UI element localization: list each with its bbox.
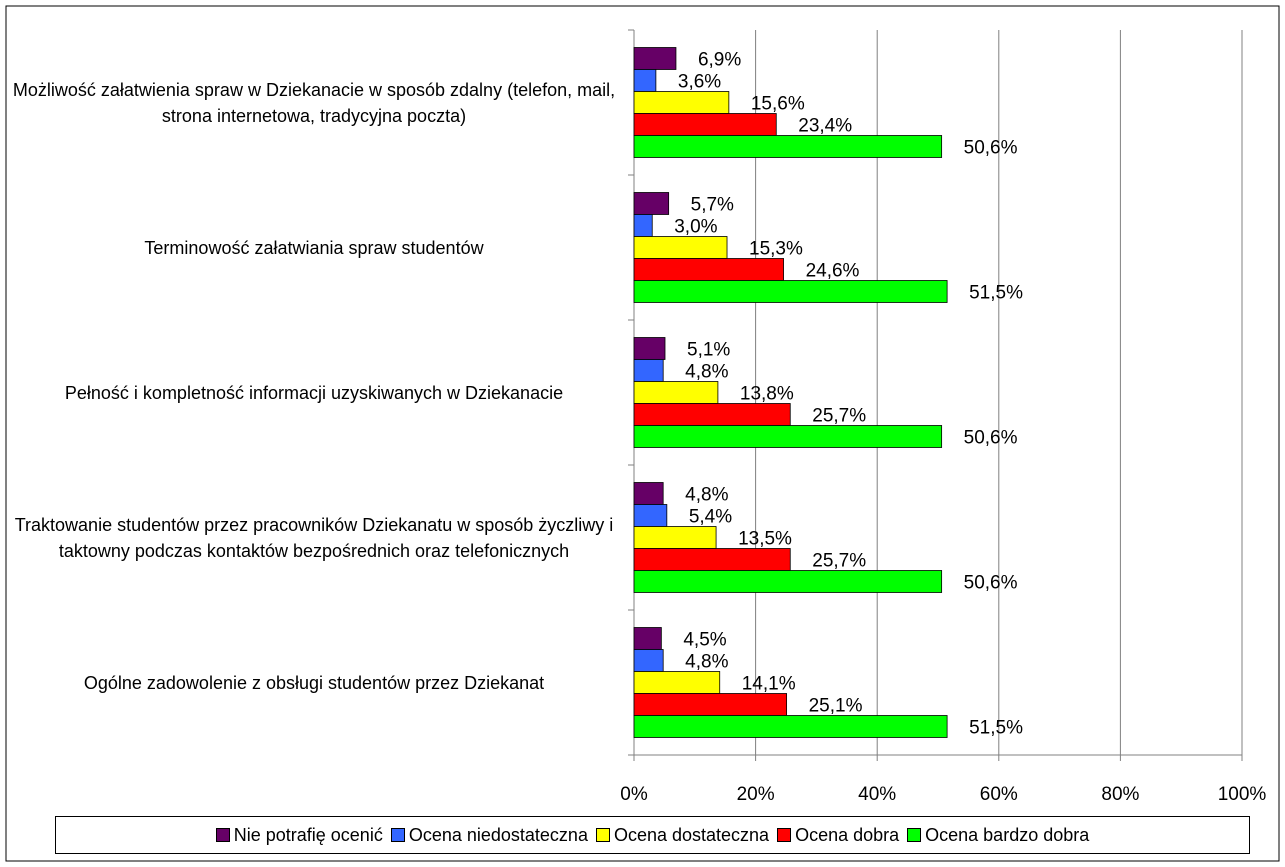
legend-swatch [595,828,610,842]
legend-swatch [907,828,922,842]
bar [633,403,791,426]
legend-item: Ocena bardzo dobra [907,825,1089,846]
data-label: 5,1% [687,340,730,361]
bar [633,359,664,382]
legend-label: Ocena bardzo dobra [925,824,1090,845]
data-label: 25,7% [812,551,866,572]
legend-item: Ocena dobra [777,825,899,846]
bar [633,337,666,360]
data-label: 25,1% [809,696,863,717]
bar [633,693,788,716]
bar [633,91,730,114]
bar [633,214,653,237]
data-label: 6,9% [698,50,741,71]
bar [633,135,943,158]
bar [633,526,717,549]
legend-label: Ocena niedostateczna [408,824,588,845]
data-label: 50,6% [964,573,1018,594]
bar [633,649,664,672]
category-label: Pełność i kompletność informacji uzyskiw… [64,382,564,403]
x-tick-label: 100% [1218,784,1267,805]
data-label: 15,3% [749,239,803,260]
data-label: 50,6% [964,428,1018,449]
bar [633,627,662,650]
legend-item: Nie potrafię ocenić [215,824,383,846]
category-label: Traktowanie studentów przez pracowników … [14,514,614,561]
legend-label: Ocena dobra [795,824,900,845]
bar [633,69,657,92]
bar [633,482,664,505]
bar [633,192,670,215]
bar [633,381,719,404]
bar [633,715,948,738]
data-label: 51,5% [969,283,1023,304]
bar [633,548,791,571]
data-label: 13,5% [738,529,792,550]
data-label: 51,5% [969,718,1023,739]
data-label: 13,8% [740,384,794,405]
data-label: 5,7% [691,195,734,216]
legend-swatch [777,828,792,842]
bar [633,280,948,303]
legend-swatch [390,828,405,842]
x-tick-label: 20% [737,784,775,805]
bar [633,113,777,136]
legend-label: Nie potrafię ocenić [233,824,383,845]
bar [633,671,721,694]
bar [633,258,784,281]
x-tick-label: 60% [980,784,1018,805]
legend: Nie potrafię ocenić Ocena niedostateczna O… [55,816,1250,854]
bar [633,236,728,259]
x-tick-label: 40% [858,784,896,805]
category-label: Możliwość załatwienia spraw w Dziekanaci… [12,79,616,126]
data-label: 4,5% [683,630,726,651]
legend-swatch [215,828,230,842]
chart-border [5,5,1280,862]
data-label: 14,1% [742,674,796,695]
category-label: Terminowość załatwiania spraw studentów [144,237,484,258]
x-tick-label: 0% [620,784,648,805]
data-label: 3,6% [678,72,721,93]
category-label: Ogólne zadowolenie z obsługi studentów p… [83,672,545,693]
data-label: 23,4% [798,116,852,137]
bar [633,570,943,593]
bar [633,504,668,527]
data-label: 50,6% [964,138,1018,159]
data-label: 25,7% [812,406,866,427]
data-label: 24,6% [806,261,860,282]
bar [633,47,677,70]
legend-item: Ocena dostateczna [595,824,770,846]
legend-item: Ocena niedostateczna [390,824,588,846]
data-label: 5,4% [689,507,732,528]
bar [633,425,943,448]
data-label: 15,6% [751,94,805,115]
data-label: 4,8% [685,652,728,673]
legend-label: Ocena dostateczna [613,824,770,845]
x-tick-label: 80% [1101,784,1139,805]
data-label: 3,0% [674,217,717,238]
data-label: 4,8% [685,362,728,383]
data-label: 4,8% [685,485,728,506]
